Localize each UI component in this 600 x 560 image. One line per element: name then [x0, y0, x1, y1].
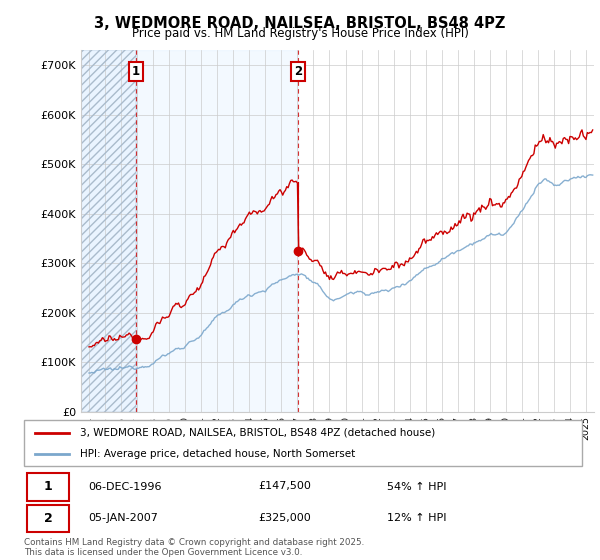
- Text: £147,500: £147,500: [259, 482, 311, 492]
- Text: 54% ↑ HPI: 54% ↑ HPI: [387, 482, 446, 492]
- Text: 1: 1: [44, 480, 52, 493]
- FancyBboxPatch shape: [24, 420, 582, 466]
- Text: 06-DEC-1996: 06-DEC-1996: [88, 482, 161, 492]
- Text: 1: 1: [132, 66, 140, 78]
- Text: £325,000: £325,000: [259, 513, 311, 523]
- FancyBboxPatch shape: [27, 505, 68, 532]
- Text: 3, WEDMORE ROAD, NAILSEA, BRISTOL, BS48 4PZ (detached house): 3, WEDMORE ROAD, NAILSEA, BRISTOL, BS48 …: [80, 428, 435, 438]
- Text: Contains HM Land Registry data © Crown copyright and database right 2025.
This d: Contains HM Land Registry data © Crown c…: [24, 538, 364, 557]
- Text: 2: 2: [44, 511, 52, 525]
- Text: HPI: Average price, detached house, North Somerset: HPI: Average price, detached house, Nort…: [80, 449, 355, 459]
- Bar: [136, 50, 298, 412]
- Text: 3, WEDMORE ROAD, NAILSEA, BRISTOL, BS48 4PZ: 3, WEDMORE ROAD, NAILSEA, BRISTOL, BS48 …: [94, 16, 506, 31]
- Text: 12% ↑ HPI: 12% ↑ HPI: [387, 513, 446, 523]
- Bar: [81, 50, 136, 412]
- FancyBboxPatch shape: [27, 473, 68, 501]
- Text: 05-JAN-2007: 05-JAN-2007: [88, 513, 158, 523]
- Text: 2: 2: [293, 66, 302, 78]
- Bar: [81, 50, 136, 412]
- Text: Price paid vs. HM Land Registry's House Price Index (HPI): Price paid vs. HM Land Registry's House …: [131, 27, 469, 40]
